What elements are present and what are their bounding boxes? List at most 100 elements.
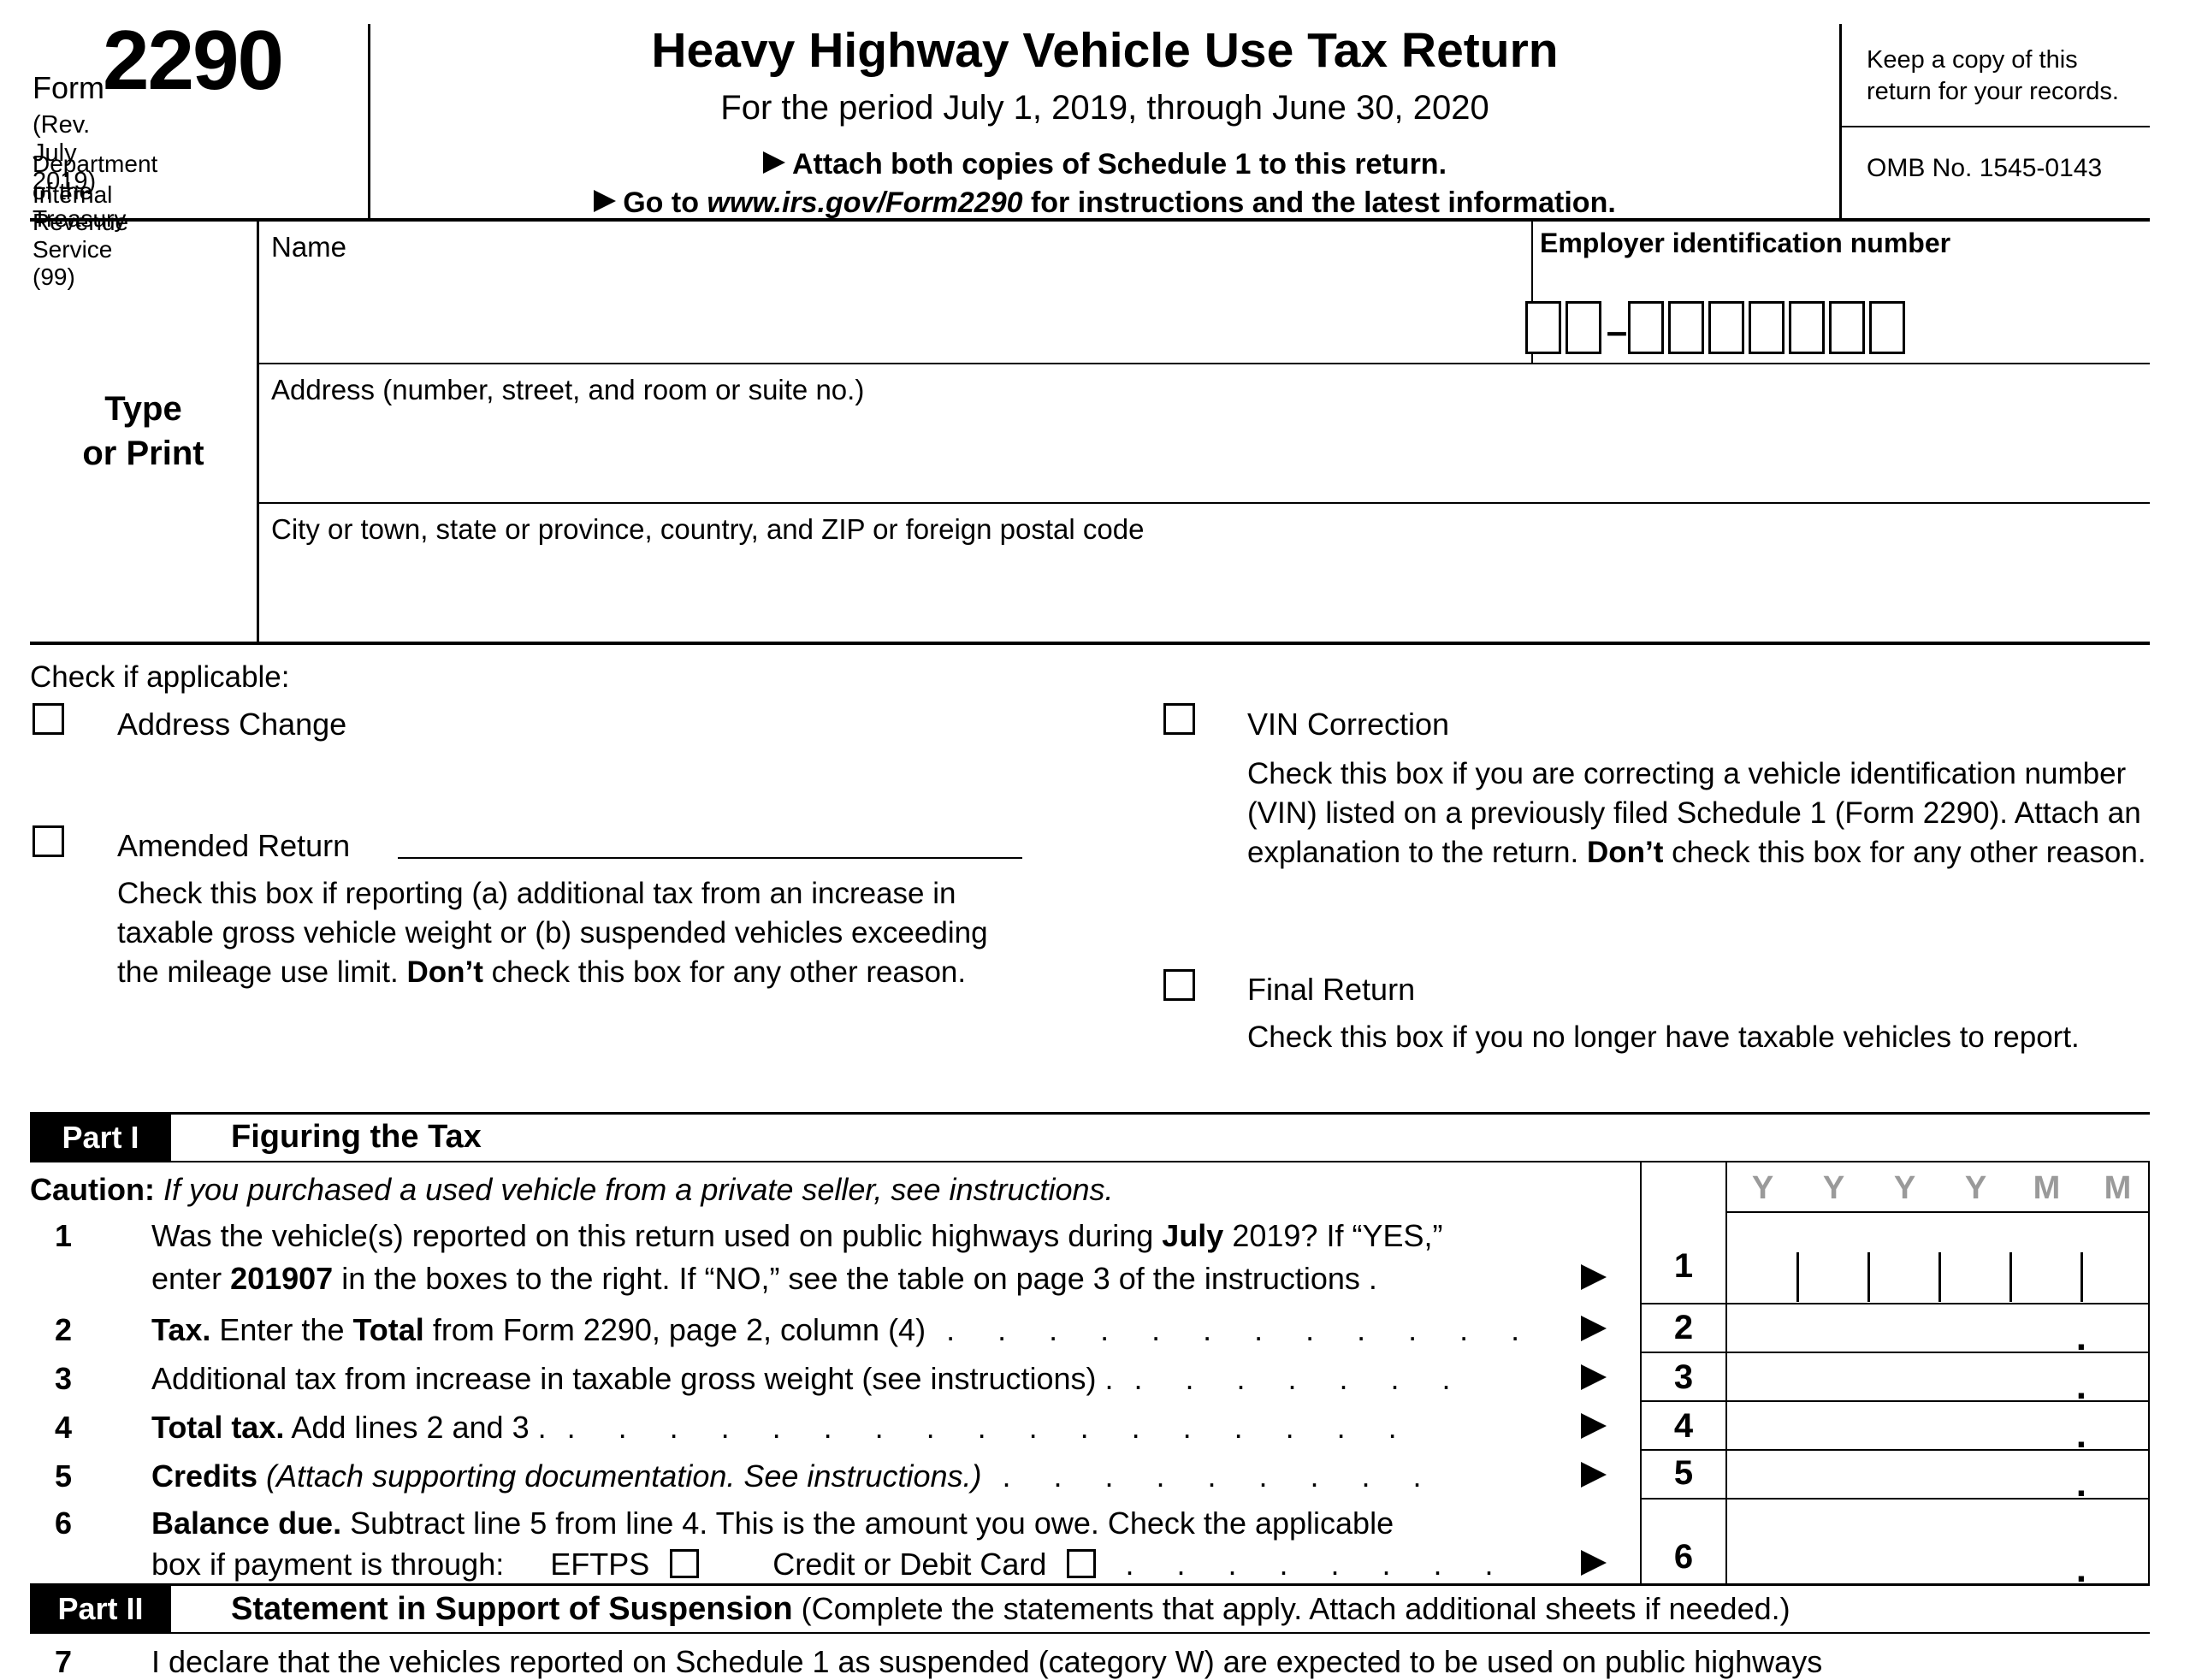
- final-return-label: Final Return: [1247, 972, 1416, 1007]
- line2-amount-cell[interactable]: .: [1725, 1303, 2150, 1358]
- dot-leader: . . . . . . . . . . . .: [946, 1312, 1537, 1347]
- ein-digit-box[interactable]: [1628, 301, 1664, 354]
- line4-amount-cell[interactable]: .: [1725, 1400, 2150, 1456]
- amended-return-checkbox[interactable]: [33, 825, 64, 857]
- table-row-number: 4: [1673, 1407, 1694, 1445]
- page-title: Heavy Highway Vehicle Use Tax Return: [651, 23, 1559, 78]
- digit-divider-tick: [2009, 1252, 2012, 1302]
- ein-digit-box[interactable]: [1789, 301, 1825, 354]
- line2-number: 2: [55, 1312, 73, 1347]
- city-label: City or town, state or province, country…: [271, 513, 1145, 545]
- line1-date-entry-cell[interactable]: [1725, 1213, 2150, 1303]
- ymm-bottom-rule: [1725, 1211, 2150, 1213]
- address-change-checkbox[interactable]: [33, 703, 64, 735]
- line6-payment-prefix: box if payment is through:: [151, 1547, 505, 1582]
- part2-title-main: Statement in Support of Suspension: [231, 1591, 793, 1627]
- ein-digit-box[interactable]: [1749, 301, 1785, 354]
- final-return-checkbox[interactable]: [1163, 969, 1195, 1001]
- line4-number: 4: [55, 1410, 73, 1445]
- final-return-description: Check this box if you no longer have tax…: [1247, 1020, 2080, 1054]
- ymm-letter: M: [2104, 1170, 2132, 1206]
- line7-number: 7: [55, 1644, 73, 1679]
- part2-bottom-rule: [30, 1632, 2150, 1634]
- vin-correction-checkbox[interactable]: [1163, 703, 1195, 735]
- table-row-rule: [1640, 1303, 2150, 1304]
- address-change-label: Address Change: [117, 707, 347, 742]
- table-right-border: [2148, 1161, 2150, 1583]
- card-label: Credit or Debit Card: [772, 1547, 1047, 1582]
- line6-text-b: box if payment is through: EFTPS Credit …: [151, 1547, 1510, 1582]
- dot-leader: . . . . . . . . .: [1002, 1458, 1439, 1494]
- name-field[interactable]: [259, 257, 1530, 359]
- attach-note: Attach both copies of Schedule 1 to this…: [370, 148, 1839, 181]
- ein-digit-box[interactable]: [1566, 301, 1601, 354]
- line3-number: 3: [55, 1361, 73, 1396]
- ein-label: Employer identification number: [1540, 228, 1951, 258]
- ymm-letter: Y: [1822, 1170, 1845, 1206]
- ymm-letter: M: [2033, 1170, 2061, 1206]
- ein-divider: [1531, 220, 1533, 363]
- decimal-point: .: [2075, 1414, 2086, 1456]
- address-field[interactable]: [259, 402, 2150, 500]
- line1-number: 1: [55, 1218, 73, 1253]
- line6-amount-cell[interactable]: .: [1725, 1498, 2150, 1590]
- decimal-point: .: [2075, 1463, 2086, 1505]
- goto-text: Go to www.irs.gov/Form2290 for instructi…: [623, 186, 1616, 219]
- caution-note: Caution: If you purchased a used vehicle…: [30, 1172, 1114, 1207]
- decimal-point: .: [2075, 1316, 2086, 1358]
- ein-digit-box[interactable]: [1668, 301, 1704, 354]
- line1-text-b: enter 201907 in the boxes to the right. …: [151, 1261, 1377, 1296]
- ein-boxes[interactable]: –: [1525, 301, 1909, 358]
- digit-divider-tick: [1867, 1252, 1870, 1302]
- eftps-checkbox[interactable]: [670, 1549, 700, 1578]
- part2-label: Part II: [30, 1585, 171, 1632]
- city-field[interactable]: [259, 543, 2150, 642]
- table-row-rule: [1640, 1449, 2150, 1451]
- ymm-letter: Y: [1751, 1170, 1774, 1206]
- ein-digit-box[interactable]: [1829, 301, 1865, 354]
- table-row-number: 5: [1673, 1454, 1694, 1492]
- right-arrow-icon: [1581, 1316, 1607, 1341]
- part2-top-rule: [30, 1583, 2150, 1586]
- table-row-number: 3: [1673, 1358, 1694, 1396]
- digit-divider-tick: [2080, 1252, 2083, 1302]
- ein-digit-box[interactable]: [1525, 301, 1561, 354]
- type-or-print-label: Type or Print: [82, 390, 204, 472]
- right-arrow-icon: [1581, 1364, 1607, 1390]
- decimal-point: .: [2075, 1548, 2086, 1590]
- line2-text: Tax. Enter the Total from Form 2290, pag…: [151, 1312, 1537, 1347]
- right-triangle-icon: [594, 190, 617, 212]
- header-divider-left: [368, 24, 370, 220]
- omb-divider: [1839, 126, 2150, 127]
- table-row-number: 2: [1673, 1309, 1694, 1346]
- line3-amount-cell[interactable]: .: [1725, 1352, 2150, 1407]
- form-agency: Internal Revenue Service (99): [33, 181, 129, 290]
- line6-text-a: Balance due. Subtract line 5 from line 4…: [151, 1505, 1394, 1541]
- right-triangle-icon: [762, 151, 785, 174]
- table-row-rule: [1640, 1400, 2150, 1402]
- goto-note: Go to www.irs.gov/Form2290 for instructi…: [370, 186, 1839, 220]
- line7-text: I declare that the vehicles reported on …: [151, 1644, 1823, 1679]
- ein-digit-box[interactable]: [1708, 301, 1744, 354]
- dot-leader: . . . . . . . .: [1125, 1547, 1511, 1582]
- line3-text: Additional tax from increase in taxable …: [151, 1361, 1468, 1396]
- line1-text-a: Was the vehicle(s) reported on this retu…: [151, 1218, 1443, 1253]
- ein-digit-box[interactable]: [1869, 301, 1905, 354]
- line5-text: Credits (Attach supporting documentation…: [151, 1458, 1439, 1494]
- line5-amount-cell[interactable]: .: [1725, 1449, 2150, 1505]
- form-word: Form: [33, 70, 104, 105]
- header-bottom-rule: [30, 218, 2150, 222]
- vin-correction-description: Check this box if you are correcting a v…: [1247, 757, 2146, 869]
- address-row-rule: [257, 502, 2150, 504]
- part1-label: Part I: [30, 1114, 171, 1161]
- table-col-divider: [1725, 1161, 1727, 1583]
- amended-return-writein-line[interactable]: [398, 857, 1022, 859]
- decimal-point: .: [2075, 1365, 2086, 1407]
- dot-leader: . . . . . . . . . . . . . . . . .: [566, 1410, 1414, 1445]
- ymm-letter: Y: [1964, 1170, 1987, 1206]
- address-label: Address (number, street, and room or sui…: [271, 374, 865, 405]
- line6-number: 6: [55, 1505, 73, 1541]
- entity-bottom-rule: [30, 642, 2150, 645]
- card-checkbox[interactable]: [1067, 1549, 1097, 1578]
- right-arrow-icon: [1581, 1462, 1607, 1488]
